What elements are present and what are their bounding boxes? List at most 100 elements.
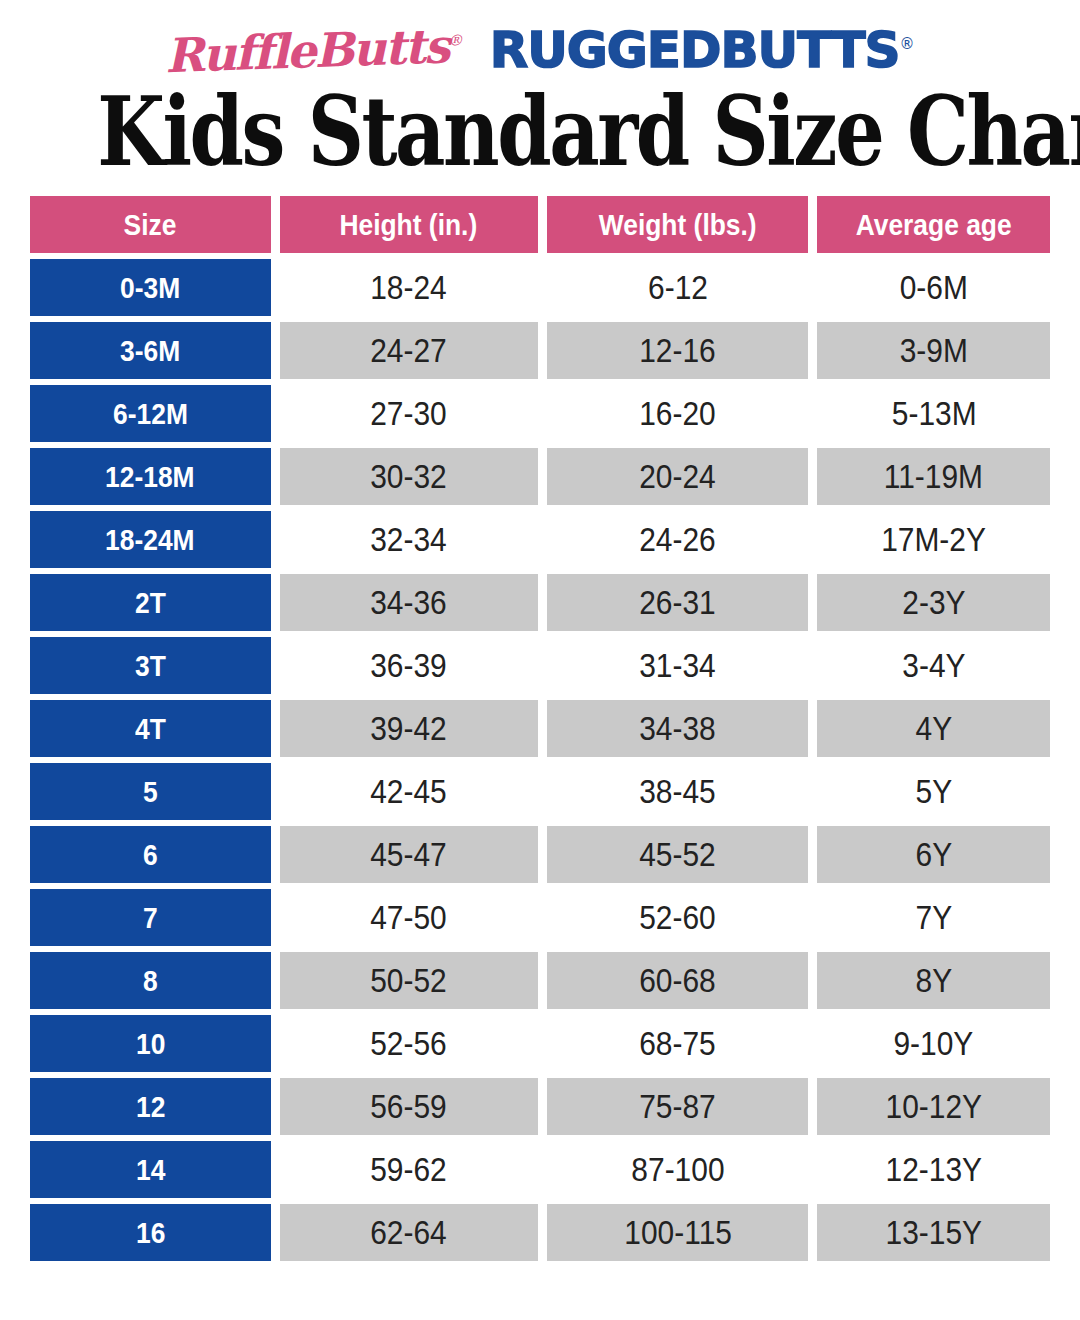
registered-mark-icon: ®	[448, 31, 464, 50]
cell-text: 20-24	[639, 457, 716, 496]
data-cell: 24-26	[547, 511, 808, 568]
cell-text: 26-31	[639, 583, 716, 622]
cell-text: 16	[136, 1216, 165, 1250]
data-cell: 7Y	[817, 889, 1050, 946]
rufflebutts-logo-text: RuffleButts	[165, 18, 450, 83]
cell-text: 45-47	[370, 835, 447, 874]
cell-text: 6	[143, 838, 158, 872]
data-cell: 34-38	[547, 700, 808, 757]
column-header-label: Height (in.)	[340, 208, 478, 242]
cell-text: 34-38	[639, 709, 716, 748]
data-cell: 39-42	[280, 700, 538, 757]
data-cell: 52-56	[280, 1015, 538, 1072]
cell-text: 18-24	[370, 268, 447, 307]
data-cell: 26-31	[547, 574, 808, 631]
cell-text: 39-42	[370, 709, 447, 748]
cell-text: 7Y	[915, 898, 952, 937]
data-cell: 2-3Y	[817, 574, 1050, 631]
data-cell: 60-68	[547, 952, 808, 1009]
cell-text: 2-3Y	[902, 583, 965, 622]
data-cell: 12-13Y	[817, 1141, 1050, 1198]
column-header-label: Weight (lbs.)	[599, 208, 757, 242]
cell-text: 6-12	[648, 268, 708, 307]
cell-text: 4T	[135, 712, 166, 746]
size-cell: 12-18M	[30, 448, 271, 505]
column-header-height: Height (in.)	[280, 196, 538, 253]
cell-text: 5	[143, 775, 158, 809]
cell-text: 59-62	[370, 1150, 447, 1189]
data-cell: 36-39	[280, 637, 538, 694]
data-cell: 87-100	[547, 1141, 808, 1198]
size-cell: 14	[30, 1141, 271, 1198]
page-title: Kids Standard Size Chart	[97, 84, 983, 180]
cell-text: 24-26	[639, 520, 716, 559]
data-cell: 3-9M	[817, 322, 1050, 379]
cell-text: 75-87	[639, 1087, 716, 1126]
data-cell: 20-24	[547, 448, 808, 505]
cell-text: 5-13M	[891, 394, 976, 433]
data-cell: 6Y	[817, 826, 1050, 883]
cell-text: 8Y	[915, 961, 952, 1000]
cell-text: 4Y	[915, 709, 952, 748]
size-cell: 5	[30, 763, 271, 820]
data-cell: 4Y	[817, 700, 1050, 757]
cell-text: 60-68	[639, 961, 716, 1000]
data-cell: 32-34	[280, 511, 538, 568]
data-cell: 5-13M	[817, 385, 1050, 442]
cell-text: 36-39	[370, 646, 447, 685]
registered-mark-icon: ®	[900, 35, 915, 53]
data-cell: 0-6M	[817, 259, 1050, 316]
cell-text: 34-36	[370, 583, 447, 622]
column-header-age: Average age	[817, 196, 1050, 253]
cell-text: 3-4Y	[902, 646, 965, 685]
cell-text: 100-115	[624, 1213, 732, 1252]
cell-text: 31-34	[639, 646, 716, 685]
cell-text: 47-50	[370, 898, 447, 937]
column-header-label: Average age	[856, 208, 1012, 242]
ruggedbutts-logo: RUGGEDBUTTS®	[490, 21, 915, 79]
cell-text: 6Y	[915, 835, 952, 874]
cell-text: 62-64	[370, 1213, 447, 1252]
ruggedbutts-logo-text: RUGGEDBUTTS	[490, 21, 900, 79]
cell-text: 27-30	[370, 394, 447, 433]
size-cell: 3T	[30, 637, 271, 694]
data-cell: 5Y	[817, 763, 1050, 820]
data-cell: 45-52	[547, 826, 808, 883]
data-cell: 6-12	[547, 259, 808, 316]
data-cell: 62-64	[280, 1204, 538, 1261]
brand-logos: RuffleButts® RUGGEDBUTTS®	[0, 0, 1080, 74]
cell-text: 2T	[135, 586, 166, 620]
data-cell: 45-47	[280, 826, 538, 883]
size-cell: 0-3M	[30, 259, 271, 316]
data-cell: 13-15Y	[817, 1204, 1050, 1261]
data-cell: 59-62	[280, 1141, 538, 1198]
data-cell: 100-115	[547, 1204, 808, 1261]
data-cell: 42-45	[280, 763, 538, 820]
cell-text: 7	[143, 901, 158, 935]
size-cell: 18-24M	[30, 511, 271, 568]
data-cell: 47-50	[280, 889, 538, 946]
size-cell: 2T	[30, 574, 271, 631]
data-cell: 12-16	[547, 322, 808, 379]
size-table: Size Height (in.) Weight (lbs.) Average …	[30, 196, 1050, 1261]
cell-text: 50-52	[370, 961, 447, 1000]
column-header-label: Size	[124, 208, 177, 242]
cell-text: 0-6M	[900, 268, 968, 307]
cell-text: 3-6M	[120, 334, 180, 368]
cell-text: 87-100	[631, 1150, 724, 1189]
cell-text: 11-19M	[884, 457, 983, 496]
cell-text: 32-34	[370, 520, 447, 559]
cell-text: 68-75	[639, 1024, 716, 1063]
cell-text: 52-56	[370, 1024, 447, 1063]
data-cell: 52-60	[547, 889, 808, 946]
data-cell: 34-36	[280, 574, 538, 631]
cell-text: 6-12M	[113, 397, 188, 431]
size-cell: 10	[30, 1015, 271, 1072]
cell-text: 45-52	[639, 835, 716, 874]
cell-text: 38-45	[639, 772, 716, 811]
cell-text: 16-20	[639, 394, 716, 433]
data-cell: 10-12Y	[817, 1078, 1050, 1135]
cell-text: 56-59	[370, 1087, 447, 1126]
data-cell: 3-4Y	[817, 637, 1050, 694]
cell-text: 12-13Y	[885, 1150, 981, 1189]
